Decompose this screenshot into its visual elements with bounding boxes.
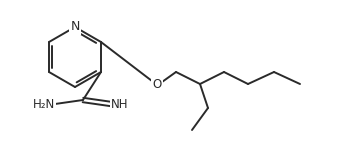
Text: NH: NH [111,97,129,111]
Text: N: N [70,20,80,33]
Text: O: O [152,78,162,91]
Text: H₂N: H₂N [33,97,55,111]
